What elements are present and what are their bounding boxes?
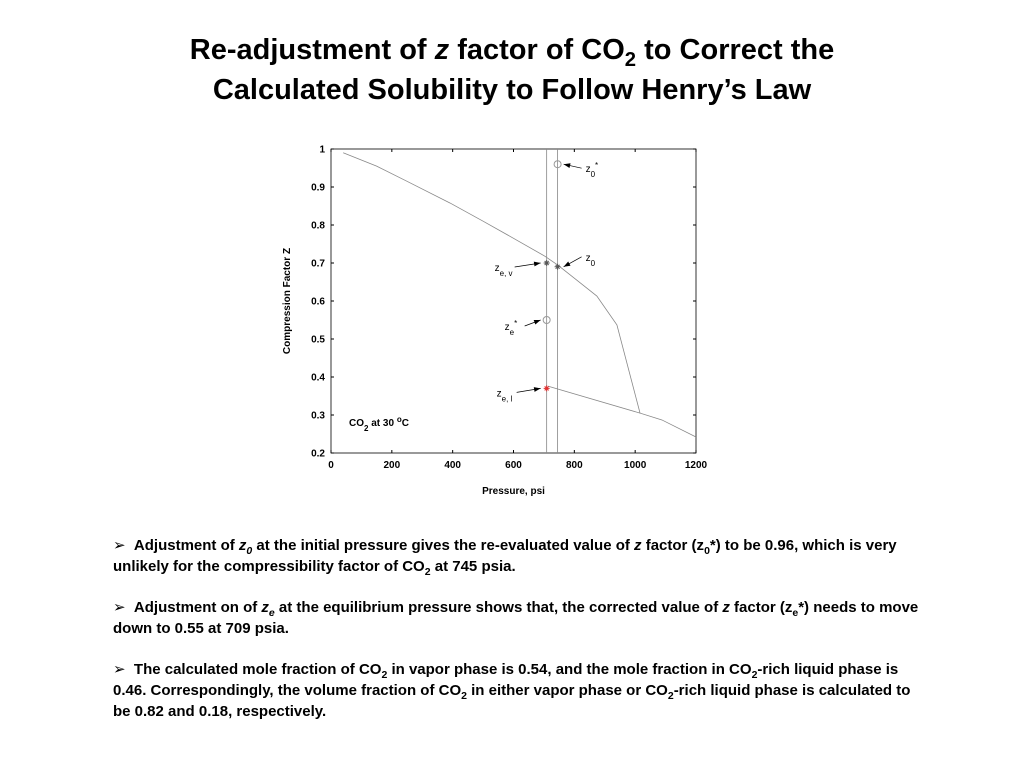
text-run: 0 xyxy=(704,545,710,557)
text-run: z xyxy=(238,537,247,554)
arrow-head xyxy=(563,163,571,168)
text-run: *) needs to move down to 0.55 at 709 psi… xyxy=(113,599,919,637)
y-tick-label: 0.3 xyxy=(311,411,325,422)
text-run: 0 xyxy=(591,258,596,267)
text-run: 2 xyxy=(381,669,388,681)
arrow-head xyxy=(533,320,541,325)
text-run: Adjustment on of xyxy=(133,599,262,616)
x-tick-label: 600 xyxy=(505,460,522,471)
chart-note: CO2 at 30 oC xyxy=(349,415,409,433)
point-marker xyxy=(543,385,550,392)
point-label: ze, v xyxy=(495,263,513,278)
arrow-head xyxy=(533,387,541,392)
text-run: z xyxy=(634,537,642,554)
text-run: -rich liquid phase is calculated to be 0… xyxy=(113,682,911,720)
text-run: factor of CO xyxy=(449,34,625,66)
x-tick-label: 0 xyxy=(328,460,334,471)
text-run: e, l xyxy=(502,394,513,403)
title-line: Re-adjustment of z factor of CO2 to Corr… xyxy=(40,30,984,70)
text-run: e, v xyxy=(500,269,513,278)
point-label: ze* xyxy=(505,319,518,337)
text-run: at the initial pressure gives the re-eva… xyxy=(252,537,635,554)
data-line xyxy=(547,385,641,414)
x-tick-label: 1000 xyxy=(624,460,647,471)
text-run: -rich liquid phase is 0.46. Correspondin… xyxy=(113,661,899,699)
x-axis-label: Pressure, psi xyxy=(482,486,545,497)
x-tick-label: 200 xyxy=(383,460,400,471)
text-run: 0 xyxy=(246,545,253,557)
x-tick-label: 800 xyxy=(566,460,583,471)
text-run: in vapor phase is 0.54, and the mole fra… xyxy=(387,661,752,678)
text-run: Adjustment of xyxy=(133,537,239,554)
bullet: The calculated mole fraction of CO2 in v… xyxy=(113,659,923,722)
text-run: 0 xyxy=(591,170,596,179)
text-run: *) to be 0.96, which is very unlikely fo… xyxy=(113,537,897,575)
text-run: z xyxy=(505,322,510,333)
chart: 0.20.30.40.50.60.70.80.910 200 400 600 800 10… xyxy=(282,145,708,498)
text-run: factor (z xyxy=(641,537,705,554)
text-run: z xyxy=(495,263,500,274)
arrow-head xyxy=(563,261,571,267)
text-run: e xyxy=(268,607,275,619)
point-marker xyxy=(553,160,562,169)
text-run: e xyxy=(792,607,799,619)
text-run: at 745 psia. xyxy=(430,558,516,575)
text-run: z xyxy=(261,599,269,616)
data-line xyxy=(343,152,697,438)
bullet-list: Adjustment of z0 at the initial pressure… xyxy=(113,535,923,742)
arrow-head xyxy=(533,261,541,267)
text-run: The calculated mole fraction of CO xyxy=(133,661,382,678)
text-run: in either vapor phase or CO xyxy=(466,682,668,699)
point-label: ze, l xyxy=(497,388,513,403)
text-run: 2 xyxy=(424,566,431,578)
y-axis-label: Compression Factor Z xyxy=(282,248,293,354)
point-marker xyxy=(554,263,561,270)
text-run: Re-adjustment of xyxy=(189,34,435,66)
y-tick-label: 0.8 xyxy=(311,221,325,232)
slide-title: Re-adjustment of z factor of CO2 to Corr… xyxy=(40,30,984,110)
text-run: C xyxy=(402,418,409,429)
text-run: z xyxy=(586,253,591,264)
text-run: 2 xyxy=(624,48,637,71)
text-run: z xyxy=(586,164,591,175)
text-run: 2 xyxy=(667,690,674,702)
text-run: 2 xyxy=(461,690,467,702)
x-tick-label: 400 xyxy=(444,460,461,471)
text-run: factor (z xyxy=(729,599,793,616)
text-run: Calculated Solubility to Follow Henry’s … xyxy=(212,74,812,106)
x-tick-label: 1200 xyxy=(685,460,708,471)
point-label: z0* xyxy=(586,161,599,179)
text-run: o xyxy=(397,415,402,424)
text-run: CO xyxy=(349,418,364,429)
y-tick-label: 0.2 xyxy=(311,449,325,460)
y-tick-label: 0.9 xyxy=(311,183,325,194)
point-marker xyxy=(543,260,550,266)
y-tick-label: 1 xyxy=(319,145,325,156)
point-label: z0 xyxy=(586,253,596,268)
point-marker xyxy=(542,316,551,324)
text-run: * xyxy=(595,161,598,170)
text-run: e xyxy=(510,328,515,337)
bullet: Adjustment on of ze at the equilibrium p… xyxy=(113,597,923,639)
text-run: z xyxy=(722,599,730,616)
text-run: z xyxy=(434,34,450,66)
text-run: at 30 xyxy=(368,418,396,429)
bullet: Adjustment of z0 at the initial pressure… xyxy=(113,535,923,577)
text-run: * xyxy=(514,319,517,328)
title-line: Calculated Solubility to Follow Henry’s … xyxy=(40,70,984,110)
y-tick-label: 0.4 xyxy=(311,373,325,384)
text-run: 2 xyxy=(751,669,758,681)
y-tick-label: 0.7 xyxy=(311,259,325,270)
text-run: 2 xyxy=(364,424,369,433)
text-run: z xyxy=(497,388,502,399)
text-run: at the equilibrium pressure shows that, … xyxy=(274,599,723,616)
text-run: to Correct the xyxy=(636,34,835,66)
y-tick-label: 0.5 xyxy=(311,335,325,346)
y-tick-label: 0.6 xyxy=(311,297,325,308)
plot-frame xyxy=(330,148,697,454)
